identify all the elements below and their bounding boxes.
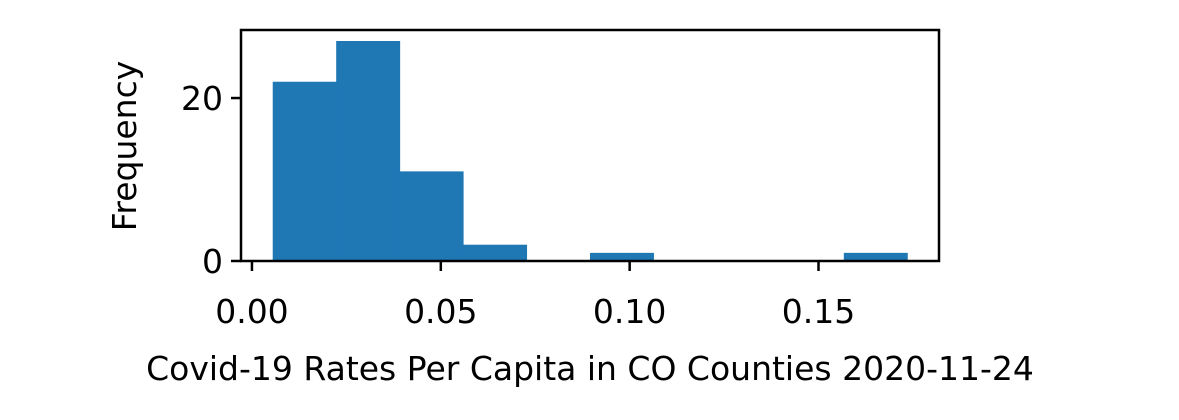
- y-tick-label-1: 20: [181, 79, 223, 118]
- x-axis-label: Covid-19 Rates Per Capita in CO Counties…: [146, 349, 1034, 388]
- x-tick-label-3: 0.15: [782, 292, 855, 331]
- histogram-bar-2: [399, 171, 464, 261]
- x-tick-label-0: 0.00: [215, 292, 288, 331]
- y-axis-label: Frequency: [105, 61, 144, 231]
- x-tick-label-2: 0.10: [593, 292, 666, 331]
- histogram-bar-3: [463, 244, 528, 261]
- histogram-bar-1: [336, 41, 401, 261]
- histogram-bars: [272, 41, 908, 261]
- x-axis-ticks: 0.00 0.05 0.10 0.15: [215, 261, 855, 331]
- histogram-bar-5: [590, 252, 654, 261]
- y-tick-label-0: 0: [202, 242, 223, 281]
- y-axis-ticks: 0 20: [181, 79, 241, 281]
- x-tick-label-1: 0.05: [404, 292, 477, 331]
- histogram-bar-0: [272, 81, 337, 261]
- plot-frame: [239, 28, 941, 263]
- histogram-bar-9: [843, 252, 908, 261]
